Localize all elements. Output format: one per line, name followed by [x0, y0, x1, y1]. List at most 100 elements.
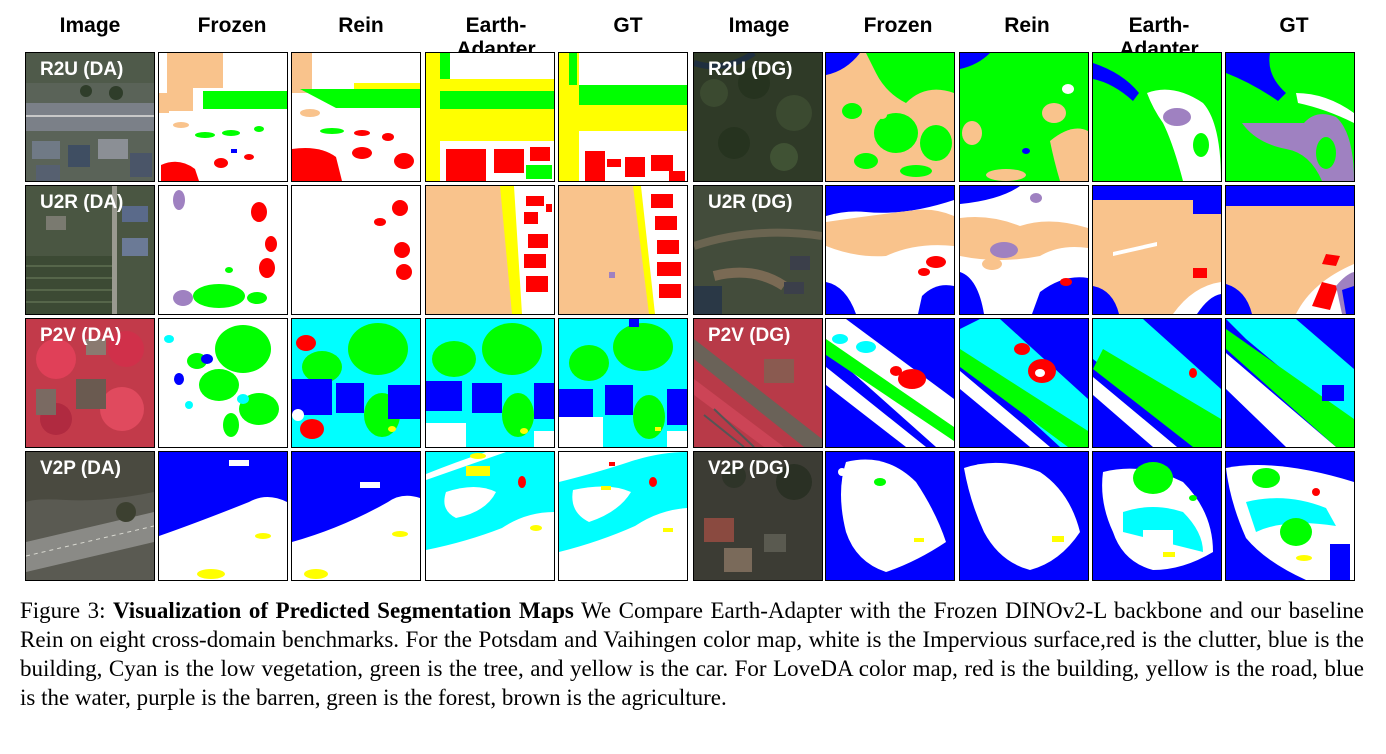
- caption-title: Visualization of Predicted Segmentation …: [113, 598, 574, 623]
- gt-u2r-da: [558, 185, 688, 315]
- pred-earth-adapter-u2r-dg: [1092, 185, 1222, 315]
- pred-frozen-p2v-da: [158, 318, 288, 448]
- header-image-right: Image: [728, 14, 790, 37]
- gt-p2v-dg: [1225, 318, 1355, 448]
- header-rein-left: Rein: [338, 14, 384, 37]
- segmentation-map: [559, 452, 687, 580]
- segmentation-map: [960, 186, 1088, 314]
- figure-caption: Figure 3: Visualization of Predicted Seg…: [20, 596, 1364, 712]
- pred-earth-adapter-p2v-da: [425, 318, 555, 448]
- segmentation-map: [426, 53, 554, 181]
- segmentation-map: [1226, 452, 1354, 580]
- segmentation-map: [559, 186, 687, 314]
- row-label-v2p-dg: V2P (DG): [708, 458, 791, 479]
- image-r2u-da: R2U (DA): [25, 52, 155, 182]
- image-p2v-dg: P2V (DG): [693, 318, 823, 448]
- header-gt-right: GT: [1279, 14, 1309, 37]
- header-image-left: Image: [59, 14, 121, 37]
- segmentation-map: [159, 319, 287, 447]
- aerial-photo: [694, 186, 822, 314]
- segmentation-map: [1226, 186, 1354, 314]
- pred-earth-adapter-r2u-dg: [1092, 52, 1222, 182]
- pred-earth-adapter-v2p-dg: [1092, 451, 1222, 581]
- pred-frozen-v2p-da: [158, 451, 288, 581]
- pred-rein-v2p-da: [291, 451, 421, 581]
- row-label-r2u-dg: R2U (DG): [708, 59, 793, 80]
- pred-rein-u2r-da: [291, 185, 421, 315]
- pred-earth-adapter-p2v-dg: [1092, 318, 1222, 448]
- pred-frozen-p2v-dg: [825, 318, 955, 448]
- segmentation-map: [960, 53, 1088, 181]
- header-rein-right: Rein: [1004, 14, 1050, 37]
- segmentation-map: [292, 319, 420, 447]
- pred-rein-r2u-da: [291, 52, 421, 182]
- header-gt-left: GT: [613, 14, 643, 37]
- segmentation-map: [1226, 53, 1354, 181]
- pred-frozen-u2r-da: [158, 185, 288, 315]
- segmentation-map: [292, 452, 420, 580]
- pred-frozen-r2u-dg: [825, 52, 955, 182]
- aerial-photo: [694, 452, 822, 580]
- segmentation-map: [960, 319, 1088, 447]
- row-label-r2u-da: R2U (DA): [40, 59, 124, 80]
- segmentation-map: [826, 186, 954, 314]
- aerial-photo: [694, 319, 822, 447]
- row-label-p2v-dg: P2V (DG): [708, 325, 791, 346]
- gt-u2r-dg: [1225, 185, 1355, 315]
- segmentation-map: [292, 186, 420, 314]
- aerial-photo: [26, 319, 154, 447]
- aerial-photo: [26, 53, 154, 181]
- gt-r2u-da: [558, 52, 688, 182]
- segmentation-map: [426, 186, 554, 314]
- segmentation-map: [1093, 53, 1221, 181]
- pred-rein-v2p-dg: [959, 451, 1089, 581]
- image-u2r-dg: U2R (DG): [693, 185, 823, 315]
- aerial-photo: [26, 452, 154, 580]
- segmentation-map: [426, 319, 554, 447]
- gt-v2p-dg: [1225, 451, 1355, 581]
- segmentation-map: [1226, 319, 1354, 447]
- image-p2v-da: P2V (DA): [25, 318, 155, 448]
- row-label-v2p-da: V2P (DA): [40, 458, 121, 479]
- pred-rein-u2r-dg: [959, 185, 1089, 315]
- image-v2p-da: V2P (DA): [25, 451, 155, 581]
- pred-rein-p2v-da: [291, 318, 421, 448]
- pred-frozen-r2u-da: [158, 52, 288, 182]
- row-label-p2v-da: P2V (DA): [40, 325, 122, 346]
- image-v2p-dg: V2P (DG): [693, 451, 823, 581]
- image-r2u-dg: R2U (DG): [693, 52, 823, 182]
- gt-r2u-dg: [1225, 52, 1355, 182]
- segmentation-map: [426, 452, 554, 580]
- segmentation-map: [292, 53, 420, 181]
- pred-rein-p2v-dg: [959, 318, 1089, 448]
- gt-p2v-da: [558, 318, 688, 448]
- segmentation-map: [960, 452, 1088, 580]
- pred-rein-r2u-dg: [959, 52, 1089, 182]
- header-frozen-right: Frozen: [863, 14, 933, 37]
- pred-frozen-u2r-dg: [825, 185, 955, 315]
- pred-earth-adapter-u2r-da: [425, 185, 555, 315]
- row-label-u2r-dg: U2R (DG): [708, 192, 793, 213]
- segmentation-map: [1093, 319, 1221, 447]
- header-frozen-left: Frozen: [197, 14, 267, 37]
- segmentation-map: [1093, 452, 1221, 580]
- pred-earth-adapter-r2u-da: [425, 52, 555, 182]
- pred-earth-adapter-v2p-da: [425, 451, 555, 581]
- segmentation-map: [826, 319, 954, 447]
- caption-prefix: Figure 3:: [20, 598, 114, 623]
- aerial-photo: [694, 53, 822, 181]
- row-label-u2r-da: U2R (DA): [40, 192, 124, 213]
- segmentation-map: [159, 53, 287, 181]
- segmentation-map: [559, 319, 687, 447]
- segmentation-map: [159, 186, 287, 314]
- segmentation-map: [1093, 186, 1221, 314]
- segmentation-map: [826, 452, 954, 580]
- gt-v2p-da: [558, 451, 688, 581]
- image-u2r-da: U2R (DA): [25, 185, 155, 315]
- segmentation-map: [159, 452, 287, 580]
- aerial-photo: [26, 186, 154, 314]
- caption-body: We Compare Earth-Adapter with the Frozen…: [20, 598, 1364, 710]
- pred-frozen-v2p-dg: [825, 451, 955, 581]
- segmentation-map: [826, 53, 954, 181]
- segmentation-map: [559, 53, 687, 181]
